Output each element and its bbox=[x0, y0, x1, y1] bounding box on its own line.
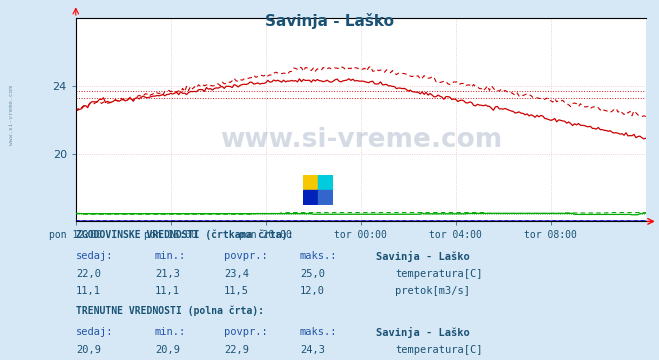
Text: ZGODOVINSKE VREDNOSTI (črtkana črta):: ZGODOVINSKE VREDNOSTI (črtkana črta): bbox=[76, 230, 293, 240]
Text: Savinja - Laško: Savinja - Laško bbox=[376, 251, 469, 262]
Text: sedaj:: sedaj: bbox=[76, 251, 113, 261]
Text: 22,9: 22,9 bbox=[224, 345, 249, 355]
Text: TRENUTNE VREDNOSTI (polna črta):: TRENUTNE VREDNOSTI (polna črta): bbox=[76, 306, 264, 316]
Text: 12,0: 12,0 bbox=[300, 286, 325, 296]
Bar bbox=[318, 190, 333, 205]
Text: Savinja - Laško: Savinja - Laško bbox=[376, 327, 469, 338]
Text: 11,1: 11,1 bbox=[155, 286, 180, 296]
Bar bbox=[318, 175, 333, 190]
Text: 24,3: 24,3 bbox=[300, 345, 325, 355]
Text: min.:: min.: bbox=[155, 251, 186, 261]
Text: temperatura[C]: temperatura[C] bbox=[395, 269, 483, 279]
Text: 20,9: 20,9 bbox=[76, 345, 101, 355]
Bar bbox=[303, 175, 318, 190]
Text: 22,0: 22,0 bbox=[76, 269, 101, 279]
Text: povpr.:: povpr.: bbox=[224, 327, 268, 337]
Text: www.si-vreme.com: www.si-vreme.com bbox=[9, 85, 14, 145]
Text: maks.:: maks.: bbox=[300, 251, 337, 261]
Bar bbox=[303, 190, 318, 205]
Text: www.si-vreme.com: www.si-vreme.com bbox=[219, 127, 502, 153]
Text: 11,5: 11,5 bbox=[224, 286, 249, 296]
Text: sedaj:: sedaj: bbox=[76, 327, 113, 337]
Text: min.:: min.: bbox=[155, 327, 186, 337]
Text: 20,9: 20,9 bbox=[155, 345, 180, 355]
Text: maks.:: maks.: bbox=[300, 327, 337, 337]
Text: Savinja - Laško: Savinja - Laško bbox=[265, 13, 394, 28]
Text: 11,1: 11,1 bbox=[76, 286, 101, 296]
Text: temperatura[C]: temperatura[C] bbox=[395, 345, 483, 355]
Text: 25,0: 25,0 bbox=[300, 269, 325, 279]
Text: pretok[m3/s]: pretok[m3/s] bbox=[395, 286, 471, 296]
Text: 23,4: 23,4 bbox=[224, 269, 249, 279]
Text: povpr.:: povpr.: bbox=[224, 251, 268, 261]
Text: 21,3: 21,3 bbox=[155, 269, 180, 279]
